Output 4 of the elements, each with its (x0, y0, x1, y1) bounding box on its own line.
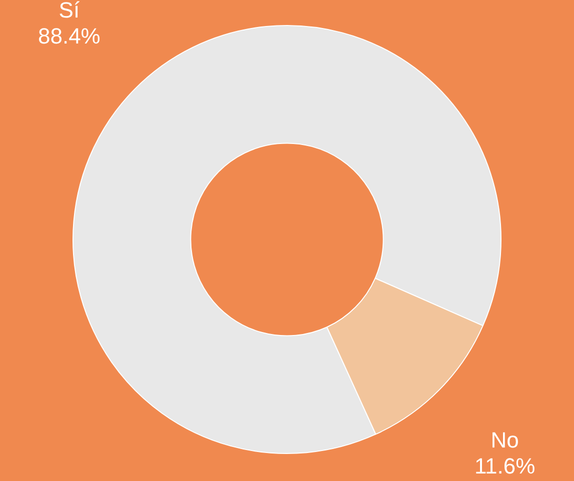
data-label: 11.6% (474, 454, 536, 479)
data-label: 88.4% (38, 24, 100, 49)
slice-label: No (490, 428, 519, 453)
slice-label: Sí (58, 0, 80, 23)
